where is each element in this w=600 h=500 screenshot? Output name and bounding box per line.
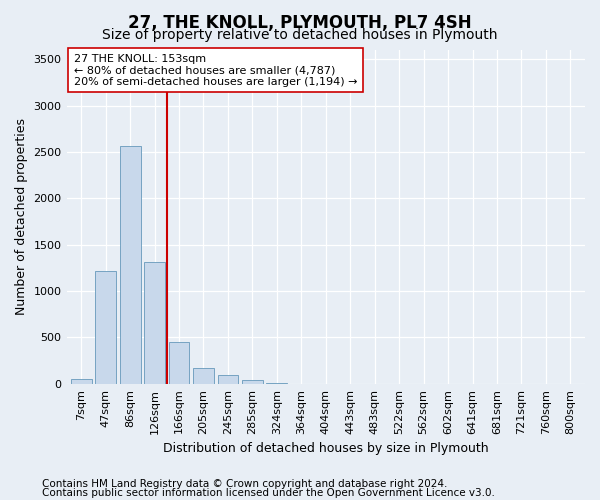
Bar [120, 146, 140, 384]
Bar [193, 368, 214, 384]
Bar [71, 379, 92, 384]
Y-axis label: Number of detached properties: Number of detached properties [15, 118, 28, 316]
Bar [144, 262, 165, 384]
Text: 27, THE KNOLL, PLYMOUTH, PL7 4SH: 27, THE KNOLL, PLYMOUTH, PL7 4SH [128, 14, 472, 32]
Bar [218, 374, 238, 384]
Text: Size of property relative to detached houses in Plymouth: Size of property relative to detached ho… [102, 28, 498, 42]
X-axis label: Distribution of detached houses by size in Plymouth: Distribution of detached houses by size … [163, 442, 488, 455]
Text: 27 THE KNOLL: 153sqm
← 80% of detached houses are smaller (4,787)
20% of semi-de: 27 THE KNOLL: 153sqm ← 80% of detached h… [74, 54, 358, 87]
Bar [95, 270, 116, 384]
Text: Contains public sector information licensed under the Open Government Licence v3: Contains public sector information licen… [42, 488, 495, 498]
Bar [242, 380, 263, 384]
Bar [169, 342, 190, 384]
Text: Contains HM Land Registry data © Crown copyright and database right 2024.: Contains HM Land Registry data © Crown c… [42, 479, 448, 489]
